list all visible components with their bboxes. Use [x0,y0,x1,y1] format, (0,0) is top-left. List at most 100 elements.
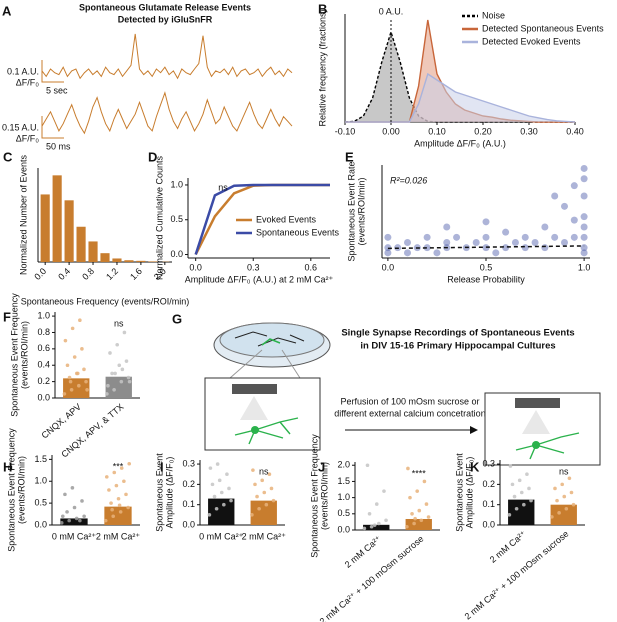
x-axis-label: Spontaneous Frequency (events/ROI/min) [21,296,190,306]
scatter-point [384,233,392,241]
scatter-point [443,223,451,231]
data-point [62,392,67,396]
panel-label: H [3,459,12,474]
panel-label: K [470,459,480,474]
significance: ns [259,466,269,476]
data-point [517,478,522,483]
chart-title: Detected by iGluSnFR [118,14,213,24]
density [345,72,576,123]
y-axis-label: Spontaneous Event [154,453,164,532]
data-point [119,379,124,384]
significance: ns [114,318,124,328]
x-tick-label: 0 mM Ca²⁺ [52,531,97,541]
data-point [219,490,224,495]
legend-label: Detected Evoked Events [482,36,581,46]
bar [105,376,132,398]
data-point [113,371,117,376]
scatter-point [453,233,461,241]
data-point [75,371,80,376]
y-tick-label: 0.2 [482,479,495,489]
data-point [419,518,424,523]
chart-title: Spontaneous Glutamate Release Events [79,2,251,12]
data-point [109,501,113,505]
neuron-highlight [261,338,281,346]
data-point [207,513,212,517]
bar [60,518,88,525]
scatter-point [472,239,480,246]
data-point [227,486,231,491]
scatter-point [580,192,588,200]
data-point [569,490,574,495]
scatter-point [580,233,588,241]
x-tick-label: 0.00 [382,126,400,136]
trace-icon [232,384,277,394]
data-point [365,463,370,468]
bar [136,260,146,262]
x-tick-label: -0.10 [335,126,356,136]
y-tick-label: 0.4 [37,360,50,370]
x-tick-label: 1.2 [104,266,120,282]
light-cone [522,410,550,434]
y-tick-label: 0.5 [337,508,350,518]
data-point [217,478,222,483]
scatter-point [433,249,441,257]
scatter-point [521,233,529,241]
data-point [210,482,215,487]
data-point [251,468,255,472]
data-point [267,472,272,477]
bar [52,175,62,262]
data-point [525,472,529,477]
x-tick-label: 0.5 [480,262,493,272]
x-tick-label: CNQX, APV [39,402,83,441]
data-point [65,510,69,514]
scatter-point [541,244,549,252]
data-point [70,486,75,490]
data-point [384,518,388,523]
scale-bar [41,60,64,83]
x-tick-label: 0.10 [428,126,446,136]
data-point [410,512,414,516]
data-point [63,338,68,343]
y-axis-label: Spontaneous Event Frequency [6,428,16,552]
bar [76,226,86,262]
trace [41,33,293,80]
data-point [74,516,79,521]
data-point [105,392,109,396]
data-point [514,506,519,511]
y-tick-label: 1.5 [337,476,350,486]
data-point [126,375,131,380]
data-point [80,499,84,503]
y-tick-label: 0.1 [182,499,195,509]
data-point [519,490,524,495]
data-point [382,489,386,493]
data-point [107,488,111,492]
scale-label: ΔF/F₀ [16,77,40,87]
legend-label: Evoked Events [256,214,317,224]
y-tick-label: 1.0 [170,179,183,189]
data-point [567,476,572,481]
zoom-lines [229,349,301,379]
legend-label: Noise [482,10,505,20]
y-tick-label: 0.2 [37,376,50,386]
data-point [82,514,86,519]
data-point [260,478,265,483]
data-point [65,363,70,368]
data-point [68,379,73,384]
x-axis-label: Amplitude ΔF/F₀ (A.U.) at 2 mM Ca²⁺ [185,274,334,284]
panel-label: J [318,459,325,474]
data-point [110,371,114,376]
data-point [124,492,128,497]
scatter-point [580,244,588,252]
legend-label: Detected Spontaneous Events [482,23,604,33]
y-axis-label: Spontaneous Event Frequency [9,293,19,417]
data-point [369,524,374,529]
data-point [119,466,124,470]
data-point [424,502,429,506]
data-point [250,513,254,517]
scale-label: 5 sec [46,85,68,95]
scatter-point [443,239,451,246]
data-point [106,383,110,388]
data-point [85,388,89,392]
data-point [512,494,517,499]
